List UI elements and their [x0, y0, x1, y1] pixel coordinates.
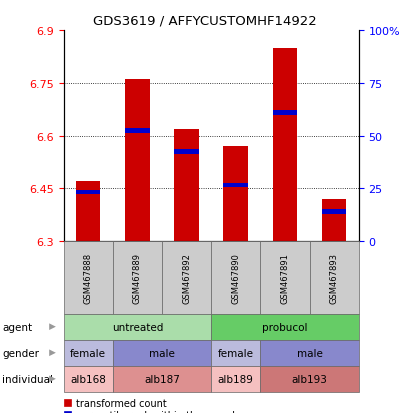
Text: agent: agent [2, 322, 32, 332]
Bar [321, 209, 346, 214]
Text: GSM467891: GSM467891 [280, 252, 289, 303]
Bar [211, 366, 260, 392]
Text: female: female [70, 348, 106, 358]
Bar [272, 111, 297, 116]
Text: GSM467889: GSM467889 [133, 252, 142, 303]
Text: transformed count: transformed count [76, 398, 166, 408]
Bar [260, 366, 358, 392]
Text: GSM467890: GSM467890 [231, 252, 240, 303]
Text: alb168: alb168 [70, 374, 106, 384]
Bar [174, 150, 198, 154]
Bar [63, 242, 112, 314]
Text: GSM467892: GSM467892 [182, 252, 191, 303]
Text: male: male [296, 348, 322, 358]
Text: alb193: alb193 [291, 374, 327, 384]
Bar [63, 366, 112, 392]
Bar [260, 340, 358, 366]
Bar [223, 147, 247, 242]
Bar [63, 399, 71, 406]
Bar [125, 129, 149, 133]
Bar [211, 314, 358, 340]
Bar [76, 182, 100, 242]
Bar [211, 340, 260, 366]
Bar [309, 242, 358, 314]
Text: gender: gender [2, 348, 39, 358]
Text: male: male [148, 348, 175, 358]
Bar [174, 129, 198, 242]
Text: GSM467893: GSM467893 [329, 252, 338, 303]
Text: alb187: alb187 [144, 374, 180, 384]
Bar [76, 190, 100, 195]
Text: GDS3619 / AFFYCUSTOMHF14922: GDS3619 / AFFYCUSTOMHF14922 [93, 14, 316, 27]
Text: probucol: probucol [262, 322, 307, 332]
Bar [272, 49, 297, 242]
Bar [112, 366, 211, 392]
Text: percentile rank within the sample: percentile rank within the sample [76, 410, 240, 413]
Text: individual: individual [2, 374, 53, 384]
Bar [162, 242, 211, 314]
Text: female: female [217, 348, 253, 358]
Bar [63, 340, 112, 366]
Bar [112, 242, 162, 314]
Bar [112, 340, 211, 366]
Text: GSM467888: GSM467888 [83, 252, 92, 303]
Bar [63, 314, 211, 340]
Bar [63, 411, 71, 413]
Bar [223, 183, 247, 188]
Text: alb189: alb189 [217, 374, 253, 384]
Bar [321, 199, 346, 242]
Bar [211, 242, 260, 314]
Bar [125, 80, 149, 242]
Text: untreated: untreated [111, 322, 163, 332]
Bar [260, 242, 309, 314]
